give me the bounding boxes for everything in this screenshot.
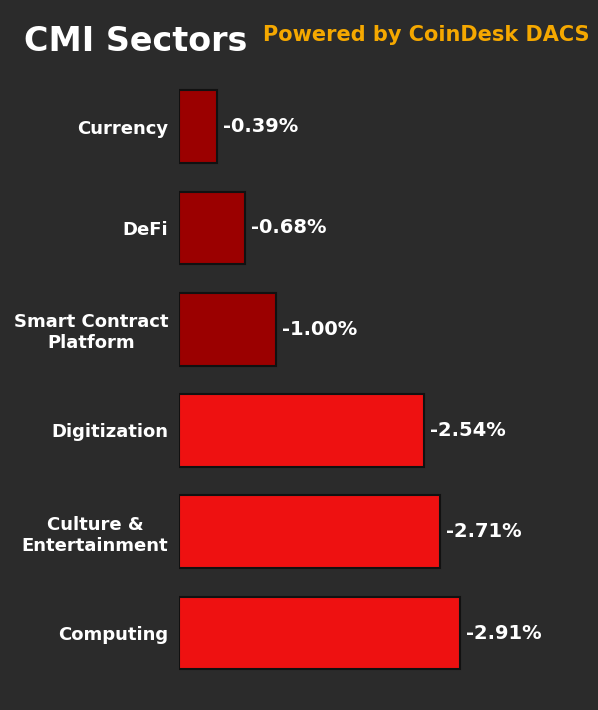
Bar (179, 394, 424, 467)
Text: -0.68%: -0.68% (251, 219, 326, 237)
Text: -0.39%: -0.39% (222, 117, 298, 136)
Text: CMI Sectors: CMI Sectors (24, 25, 248, 58)
Text: -2.71%: -2.71% (446, 523, 522, 541)
Bar (179, 192, 245, 264)
Text: -2.54%: -2.54% (430, 421, 506, 440)
Bar (179, 596, 460, 670)
Text: Powered by CoinDesk DACS: Powered by CoinDesk DACS (263, 25, 590, 45)
Bar (179, 90, 217, 163)
Bar (179, 496, 441, 568)
Text: -1.00%: -1.00% (282, 320, 357, 339)
Bar (179, 293, 276, 366)
Text: -2.91%: -2.91% (465, 623, 541, 643)
